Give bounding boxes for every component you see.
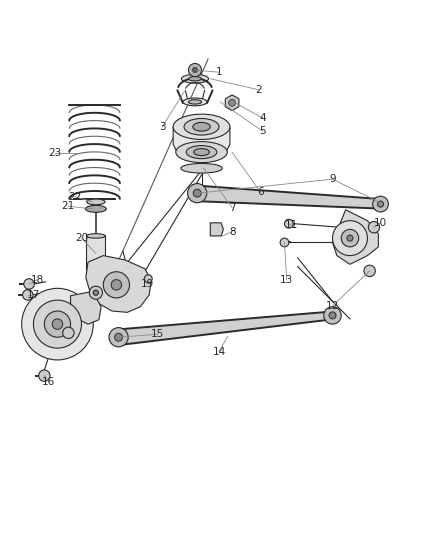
Circle shape xyxy=(39,370,50,381)
Circle shape xyxy=(22,289,33,300)
Text: 8: 8 xyxy=(229,227,235,237)
Ellipse shape xyxy=(186,146,217,159)
Circle shape xyxy=(329,312,336,319)
Text: 9: 9 xyxy=(329,174,336,184)
Ellipse shape xyxy=(193,123,210,131)
Polygon shape xyxy=(86,256,151,312)
Circle shape xyxy=(103,272,130,298)
Ellipse shape xyxy=(194,149,209,156)
Polygon shape xyxy=(86,236,106,271)
Circle shape xyxy=(187,183,207,203)
Text: 20: 20 xyxy=(75,233,88,243)
Text: 6: 6 xyxy=(257,187,264,197)
Ellipse shape xyxy=(87,199,105,205)
Circle shape xyxy=(109,328,128,347)
Circle shape xyxy=(332,221,367,256)
Text: 4: 4 xyxy=(259,113,266,123)
Polygon shape xyxy=(225,95,239,111)
Text: 7: 7 xyxy=(229,203,235,213)
Text: 22: 22 xyxy=(68,192,81,201)
Text: 18: 18 xyxy=(31,274,44,285)
Text: 11: 11 xyxy=(284,220,298,230)
Text: 10: 10 xyxy=(374,218,387,228)
Ellipse shape xyxy=(181,75,208,83)
Circle shape xyxy=(63,327,74,338)
Polygon shape xyxy=(193,185,385,209)
Ellipse shape xyxy=(181,164,222,173)
Circle shape xyxy=(21,288,93,360)
Text: 16: 16 xyxy=(42,377,55,387)
Ellipse shape xyxy=(176,142,227,163)
Circle shape xyxy=(145,275,152,282)
Circle shape xyxy=(89,286,102,299)
Circle shape xyxy=(115,333,123,341)
Ellipse shape xyxy=(184,118,219,135)
Circle shape xyxy=(280,238,289,247)
Text: 5: 5 xyxy=(259,126,266,136)
Text: 2: 2 xyxy=(255,85,261,95)
Ellipse shape xyxy=(183,98,207,106)
Text: 1: 1 xyxy=(215,67,223,77)
Circle shape xyxy=(341,229,359,247)
Ellipse shape xyxy=(85,205,106,212)
Text: 15: 15 xyxy=(151,329,165,339)
Circle shape xyxy=(285,220,293,228)
Circle shape xyxy=(188,63,201,77)
Circle shape xyxy=(368,222,380,233)
Circle shape xyxy=(93,290,99,295)
Text: 17: 17 xyxy=(27,290,40,300)
Circle shape xyxy=(347,235,353,241)
Ellipse shape xyxy=(173,114,230,140)
Polygon shape xyxy=(119,311,332,345)
Ellipse shape xyxy=(86,234,106,238)
Text: 3: 3 xyxy=(159,122,166,132)
Circle shape xyxy=(364,265,375,277)
Circle shape xyxy=(378,201,384,207)
Circle shape xyxy=(33,300,81,348)
Circle shape xyxy=(324,306,341,324)
Text: 12: 12 xyxy=(326,301,339,311)
Circle shape xyxy=(229,99,236,106)
Polygon shape xyxy=(173,127,230,153)
Circle shape xyxy=(192,67,198,72)
Text: 14: 14 xyxy=(212,346,226,357)
Text: 13: 13 xyxy=(280,274,293,285)
Ellipse shape xyxy=(188,100,201,104)
Text: 21: 21 xyxy=(62,201,75,211)
Circle shape xyxy=(44,311,71,337)
Circle shape xyxy=(111,280,122,290)
Polygon shape xyxy=(332,210,378,264)
Ellipse shape xyxy=(188,77,201,81)
Text: 19: 19 xyxy=(140,279,154,289)
Circle shape xyxy=(24,279,34,289)
Text: 23: 23 xyxy=(49,148,62,158)
Polygon shape xyxy=(210,223,223,236)
Circle shape xyxy=(193,189,201,197)
Circle shape xyxy=(373,196,389,212)
Circle shape xyxy=(52,319,63,329)
Polygon shape xyxy=(71,292,101,324)
